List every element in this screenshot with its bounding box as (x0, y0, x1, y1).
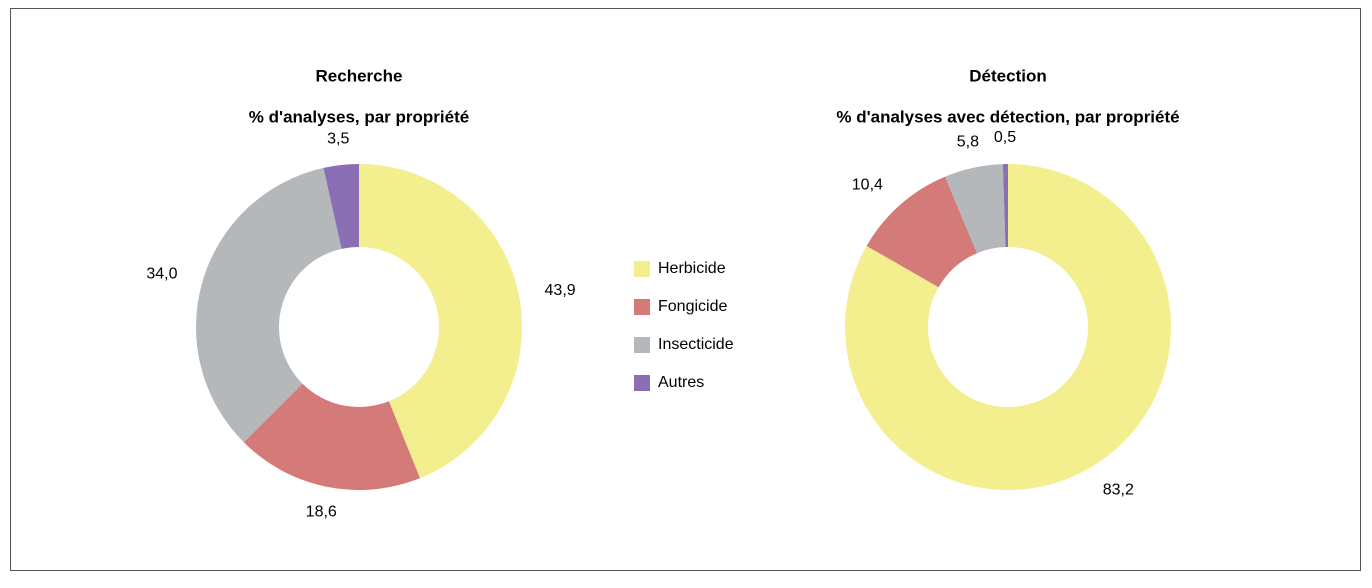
legend-label: Herbicide (658, 260, 726, 277)
value-label: 18,6 (306, 503, 337, 520)
chart-title: Recherche (316, 66, 403, 85)
legend-swatch (634, 337, 650, 353)
value-label: 34,0 (146, 265, 177, 282)
value-label: 83,2 (1103, 482, 1134, 499)
legend-label: Autres (658, 374, 704, 391)
chart-subtitle: % d'analyses avec détection, par proprié… (836, 107, 1179, 126)
value-label: 3,5 (327, 130, 349, 147)
value-label: 43,9 (545, 282, 576, 299)
legend-label: Fongicide (658, 298, 727, 315)
value-label: 5,8 (957, 134, 979, 151)
value-label: 10,4 (852, 177, 883, 194)
chart: Recherche % d'analyses, par propriété 43,9… (0, 0, 1372, 583)
chart-subtitle: % d'analyses, par propriété (249, 107, 469, 126)
legend-label: Insecticide (658, 336, 734, 353)
chart-title: Détection (969, 66, 1046, 85)
legend-swatch (634, 375, 650, 391)
legend-swatch (634, 261, 650, 277)
legend-swatch (634, 299, 650, 315)
value-label: 0,5 (994, 129, 1016, 146)
